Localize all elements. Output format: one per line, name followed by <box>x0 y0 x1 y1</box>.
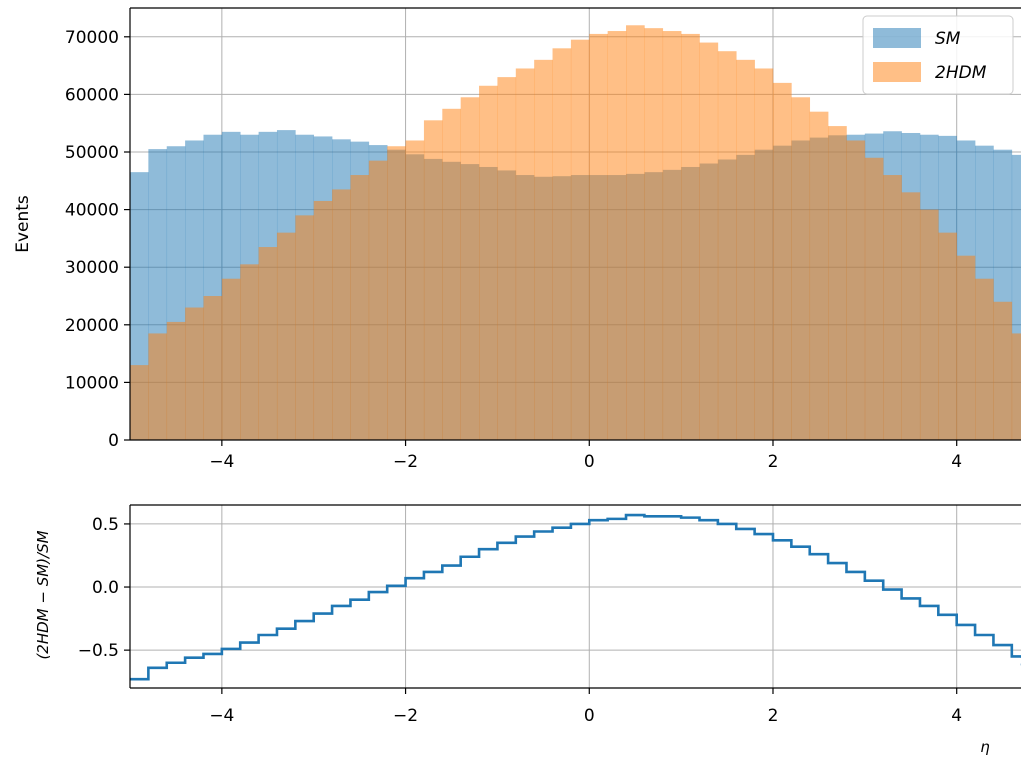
2hdm-bar <box>497 77 517 441</box>
top-ticks: −4 −2 0 2 4 0 10000 20000 30000 40000 50000 60000 70… <box>65 28 962 472</box>
2hdm-bar <box>258 247 278 440</box>
2hdm-bar <box>534 59 553 441</box>
legend-label-2hdm: 2HDM <box>935 63 987 83</box>
2hdm-bar <box>901 192 921 440</box>
top-y-tick-label: 60000 <box>65 85 119 105</box>
ratio-step-line <box>130 513 1021 681</box>
2hdm-bar <box>883 175 902 441</box>
2hdm-bar <box>975 278 994 440</box>
bottom-y-axis-label: (2HDM − SM)/SM <box>34 530 52 659</box>
bottom-x-axis-label: η <box>980 738 990 756</box>
2hdm-bar <box>203 296 223 440</box>
2hdm-bar <box>368 160 388 440</box>
2hdm-bar <box>699 42 719 441</box>
2hdm-bar <box>754 68 774 440</box>
2hdm-bar <box>221 278 241 440</box>
legend: SM 2HDM <box>862 15 1014 95</box>
top-y-tick-label: 50000 <box>65 143 119 163</box>
top-x-tick-label: 0 <box>584 452 595 472</box>
2hdm-bar <box>166 321 186 440</box>
2hdm-bar <box>589 33 608 441</box>
bottom-y-tick-label: 0.0 <box>92 578 119 598</box>
2hdm-bar <box>350 175 370 441</box>
2hdm-bar <box>332 189 351 440</box>
2hdm-bar <box>276 232 296 440</box>
legend-swatch-sm <box>873 28 921 48</box>
2hdm-bar <box>1011 333 1021 440</box>
2hdm-bar <box>662 31 682 440</box>
top-y-tick-label: 0 <box>108 431 119 451</box>
bottom-x-tick-label: −2 <box>393 706 418 726</box>
top-y-tick-label: 70000 <box>65 28 119 48</box>
2hdm-bar <box>387 146 406 441</box>
legend-label-sm: SM <box>935 29 961 49</box>
top-x-tick-label: −2 <box>393 452 418 472</box>
top-x-tick-label: 4 <box>951 452 962 472</box>
2hdm-bar <box>791 97 811 440</box>
top-y-axis-label: Events <box>13 195 33 253</box>
2hdm-bar <box>809 111 829 441</box>
2hdm-bar <box>130 365 149 440</box>
top-y-tick-label: 10000 <box>65 373 119 393</box>
bottom-y-tick-label: −0.5 <box>78 641 119 661</box>
top-histogram-panel: −4 −2 0 2 4 0 10000 20000 30000 40000 50000 60000 70… <box>13 7 1021 472</box>
2hdm-bar <box>313 200 333 440</box>
2hdm-bar <box>717 51 737 440</box>
top-y-tick-label: 20000 <box>65 316 119 336</box>
bottom-x-tick-label: 2 <box>768 706 779 726</box>
2hdm-bar <box>479 85 498 440</box>
2hdm-bar <box>938 232 958 440</box>
2hdm-bar <box>442 108 461 441</box>
2hdm-bar <box>515 68 535 440</box>
2hdm-bar <box>919 209 939 440</box>
2hdm-bar <box>828 126 847 440</box>
sm-bar <box>1011 154 1021 440</box>
2hdm-bar <box>570 39 590 441</box>
bottom-x-tick-label: −4 <box>209 706 234 726</box>
bottom-ratio-panel: −4 −2 0 2 4 −0.5 0.0 0.5 (2HDM − SM)/SM η <box>34 504 1021 756</box>
2hdm-bar <box>736 59 755 441</box>
2hdm-bar <box>405 140 425 441</box>
2hdm-bar <box>956 255 976 440</box>
2hdm-bar <box>607 31 627 440</box>
2hdm-bar <box>552 48 572 440</box>
2hdm-bar <box>864 157 884 440</box>
legend-swatch-2hdm <box>873 62 921 82</box>
top-x-tick-label: 2 <box>768 452 779 472</box>
2hdm-bar <box>185 307 204 440</box>
2hdm-bar <box>240 264 259 440</box>
bottom-ticks: −4 −2 0 2 4 −0.5 0.0 0.5 <box>78 515 962 726</box>
2hdm-bar <box>295 215 315 440</box>
bottom-y-tick-label: 0.5 <box>92 515 119 535</box>
bottom-x-tick-label: 0 <box>584 706 595 726</box>
top-x-tick-label: −4 <box>209 452 234 472</box>
2hdm-bar <box>626 25 645 441</box>
top-y-tick-label: 40000 <box>65 201 119 221</box>
2hdm-bar <box>644 28 664 440</box>
2hdm-bars <box>130 25 1021 441</box>
2hdm-bar <box>681 33 700 441</box>
2hdm-bar <box>846 140 866 441</box>
bottom-plot-area <box>130 505 1021 688</box>
bottom-x-tick-label: 4 <box>951 706 962 726</box>
2hdm-bar <box>460 97 480 440</box>
2hdm-bar <box>772 82 792 440</box>
2hdm-bar <box>993 301 1013 440</box>
2hdm-bar <box>148 333 168 440</box>
2hdm-bar <box>423 120 443 440</box>
top-y-tick-label: 30000 <box>65 258 119 278</box>
bottom-grid <box>130 505 1021 688</box>
